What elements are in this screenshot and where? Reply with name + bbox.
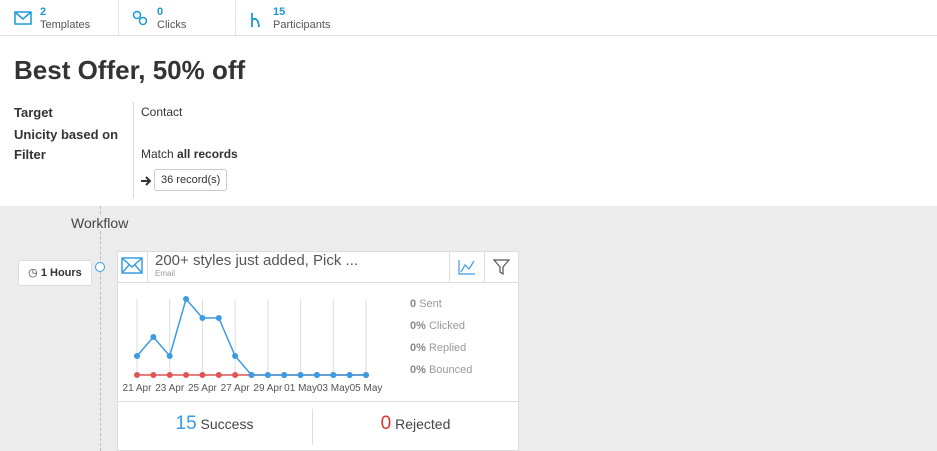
rejected-count: 0 <box>380 413 392 434</box>
icon <box>132 10 148 26</box>
step-card <box>117 282 519 451</box>
timeline <box>100 206 101 451</box>
point <box>134 353 140 359</box>
stat-value: 0 <box>410 298 417 310</box>
detail-value-bold: all records <box>177 147 238 161</box>
x-tick-label: 21 Apr <box>123 383 153 394</box>
x-tick-label: 23 Apr <box>155 383 185 394</box>
stat-label: Clicked <box>428 320 466 332</box>
tab[interactable]: 2 Templates <box>0 0 119 35</box>
point <box>297 372 304 378</box>
workflow-heading: Workflow <box>71 215 129 231</box>
tab-label: Clicks <box>157 19 187 31</box>
point <box>346 372 353 378</box>
step-header[interactable] <box>117 251 451 283</box>
step-title: 200+ styles just added, Pick ... <box>155 252 359 269</box>
x-tick-label: 05 May <box>350 383 383 394</box>
point <box>166 353 173 359</box>
point <box>215 315 222 321</box>
point <box>232 372 239 378</box>
detail-value-text: Match <box>141 147 174 161</box>
stat: 0% Bounced <box>410 364 472 376</box>
email-icon <box>121 257 143 274</box>
stat-label: Bounced <box>428 364 473 376</box>
stat-value: 0% <box>410 342 426 354</box>
rejected: 0 Rejected <box>313 413 518 435</box>
x-tick-label: 27 Apr <box>221 383 251 394</box>
tab-label: Templates <box>40 19 91 31</box>
stat-value: 0% <box>410 364 426 376</box>
detail-value: Match all records <box>141 147 238 161</box>
detail-label: Unicity based on <box>14 127 119 142</box>
x-tick-label: 25 Apr <box>188 383 218 394</box>
stat: 0 Sent <box>410 298 442 310</box>
point <box>248 372 255 378</box>
delay-pill: ◷ 1 Hours <box>18 260 92 286</box>
tab-count: 2 <box>40 6 47 18</box>
point <box>150 334 157 340</box>
point <box>215 372 222 378</box>
point <box>150 372 157 378</box>
divider <box>117 401 518 402</box>
x-tick-label: 01 May <box>284 383 317 394</box>
success-count: 15 <box>175 413 197 434</box>
stat: 0% Clicked <box>410 320 465 332</box>
series-line <box>136 297 366 376</box>
point <box>281 372 288 378</box>
divider <box>147 251 148 282</box>
x-tick-label: 29 Apr <box>253 383 283 394</box>
stat-value: 0% <box>410 320 426 332</box>
point <box>166 372 173 378</box>
tab[interactable]: 15 Participants <box>236 0 366 35</box>
point <box>183 372 190 378</box>
stat-label: Replied <box>428 342 467 354</box>
tab-count: 0 <box>157 6 164 18</box>
divider <box>312 409 313 445</box>
success: 15 Success <box>117 413 312 435</box>
icon <box>251 13 260 28</box>
rejected-label: Rejected <box>395 416 451 432</box>
delay-text: 1 Hours <box>40 267 82 279</box>
tab[interactable]: 0 Clicks <box>118 0 236 35</box>
point <box>134 372 140 378</box>
point <box>330 372 337 378</box>
filter-button[interactable] <box>484 251 519 283</box>
point <box>199 315 206 321</box>
tab-count: 15 <box>273 6 286 18</box>
step-channel: Email <box>155 269 176 278</box>
detail-label: Filter <box>14 147 46 162</box>
filter-icon <box>492 259 511 276</box>
icon <box>14 11 32 25</box>
page-title: Best Offer, 50% off <box>14 55 246 85</box>
timeline-node <box>95 262 105 272</box>
point <box>363 372 369 378</box>
success-label: Success <box>200 416 254 432</box>
divider <box>133 102 134 198</box>
point <box>313 372 320 378</box>
point <box>199 372 206 378</box>
records-button[interactable]: 36 record(s) <box>154 169 228 191</box>
detail-label: Target <box>14 105 53 120</box>
tab-bar <box>0 0 937 36</box>
tab-label: Participants <box>273 19 331 31</box>
x-tick-label: 03 May <box>317 383 350 394</box>
detail-value: Contact <box>141 105 183 119</box>
point <box>183 296 190 302</box>
point <box>232 353 239 359</box>
point <box>264 372 271 378</box>
arrow-icon <box>141 176 152 186</box>
stat: 0% Replied <box>410 342 466 354</box>
stat-label: Sent <box>419 298 442 310</box>
chart-icon <box>458 260 475 275</box>
